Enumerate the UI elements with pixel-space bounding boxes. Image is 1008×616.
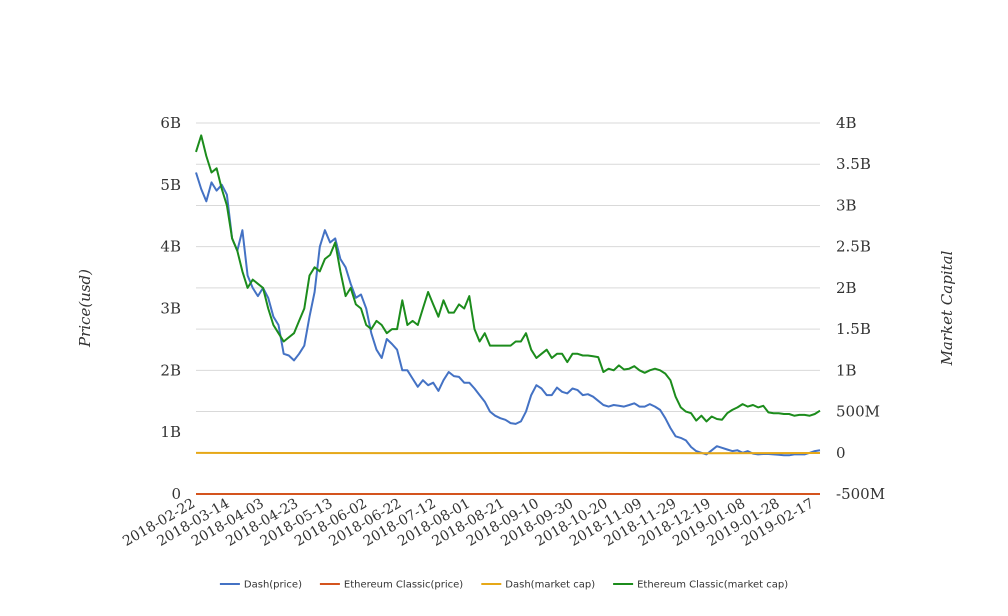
right-axis-tick-label: 2B	[836, 279, 857, 297]
legend-item: Dash(market cap)	[481, 580, 595, 591]
legend-label: Ethereum Classic(market cap)	[637, 580, 788, 591]
legend-item: Ethereum Classic(price)	[319, 580, 463, 591]
legend-label: Ethereum Classic(price)	[344, 580, 463, 591]
legend-item: Dash(price)	[219, 580, 302, 591]
left-axis-ticks: 0 1B 2B 3B 4B 5B 6B	[160, 114, 181, 503]
right-axis-tick-label: 1.5B	[836, 320, 871, 338]
right-axis-ticks: -500M 0 500M 1B 1.5B 2B 2.5B 3B 3.5B 4B	[836, 114, 885, 503]
x-axis-ticks: 2018-02-222018-03-142018-04-032018-04-23…	[120, 496, 817, 550]
right-axis-tick-label: 3B	[836, 196, 857, 214]
series-line	[195, 134, 821, 423]
right-axis-tick-label: -500M	[836, 485, 885, 503]
legend-label: Dash(market cap)	[505, 580, 595, 591]
right-axis-tick-label: 4B	[836, 114, 857, 132]
legend-label: Dash(price)	[244, 580, 302, 591]
y-axis-title-left: Price(usd)	[76, 269, 94, 348]
left-axis-tick-label: 5B	[160, 176, 181, 194]
right-axis-tick-label: 500M	[836, 403, 880, 421]
series-lines	[195, 134, 821, 495]
right-axis-tick-label: 1B	[836, 361, 857, 379]
series-line	[195, 172, 821, 457]
right-axis-tick-label: 0	[836, 444, 846, 462]
left-axis-tick-label: 6B	[160, 114, 181, 132]
left-axis-tick-label: 1B	[160, 423, 181, 441]
legend: Dash(price) Ethereum Classic(price) Dash(m…	[219, 580, 788, 591]
right-axis-tick-label: 3.5B	[836, 155, 871, 173]
right-axis-tick-label: 2.5B	[836, 238, 871, 256]
left-axis-tick-label: 3B	[160, 300, 181, 318]
left-axis-tick-label: 4B	[160, 238, 181, 256]
left-axis-tick-label: 2B	[160, 361, 181, 379]
y-axis-title-right: Market Capital	[938, 250, 956, 366]
legend-item: Ethereum Classic(market cap)	[613, 580, 788, 591]
grid-lines	[196, 122, 820, 495]
left-axis-tick-label: 0	[171, 485, 181, 503]
